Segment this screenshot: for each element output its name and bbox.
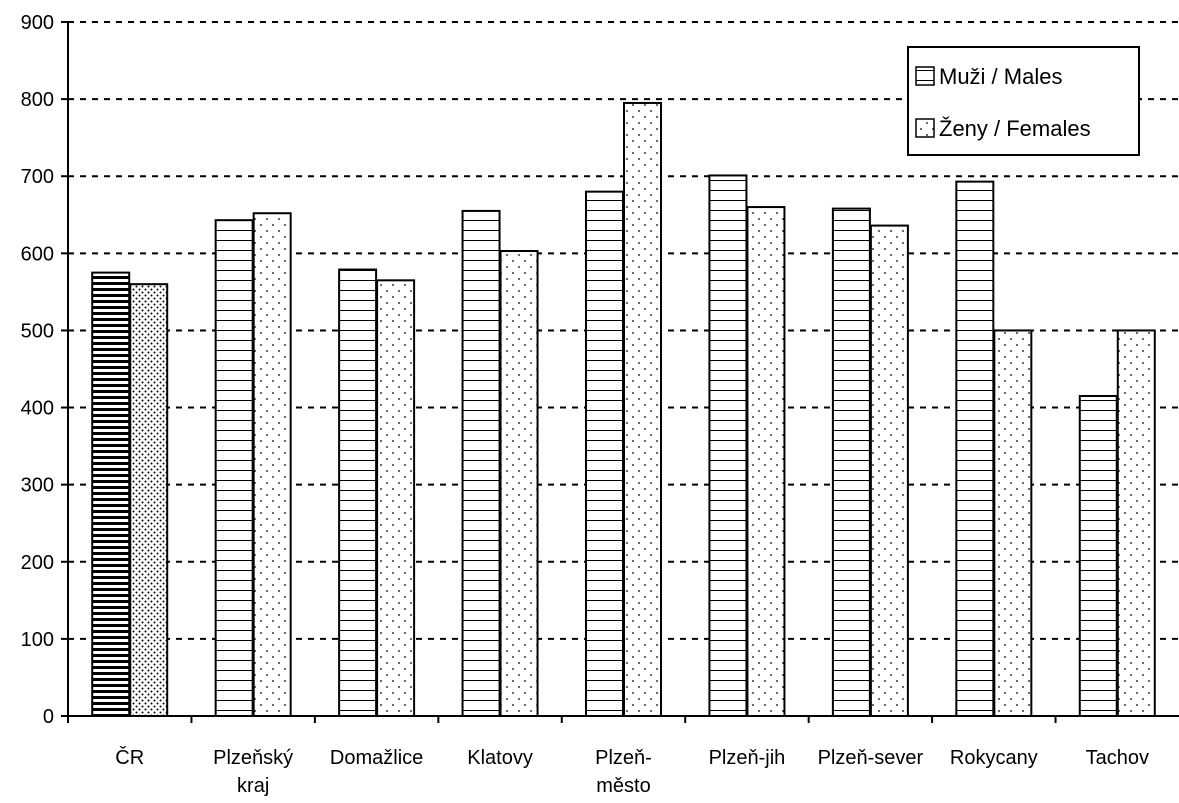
x-tick-label-line: kraj: [237, 775, 269, 797]
bar-males: [955, 180, 995, 717]
x-tick-label-line: Plzeň-: [595, 747, 652, 769]
x-tick-label-line: Plzeňský: [213, 747, 293, 769]
bar-females: [623, 101, 662, 717]
y-axis-ticks: 0 100 200 300 400 500 600 700 800 900: [21, 12, 68, 728]
bar-males: [831, 207, 871, 717]
legend-label-females: Ženy / Females: [939, 116, 1091, 141]
bar-males: [214, 219, 254, 717]
y-tick-label: 400: [21, 398, 54, 420]
bar-males: [461, 209, 501, 718]
x-tick-label-line: Klatovy: [467, 747, 533, 769]
bar-females: [1116, 329, 1156, 717]
y-tick-label: 800: [21, 89, 54, 111]
y-tick-label: 0: [43, 706, 54, 728]
axes: [67, 22, 1179, 723]
y-tick-label: 700: [21, 166, 54, 188]
x-tick-label-line: Plzeň-jih: [709, 747, 786, 769]
x-axis-labels: ČR Plzeňský kraj Domažlice Klatovy Plzeň-měst…: [115, 746, 1149, 797]
y-tick-label: 300: [21, 475, 54, 497]
bar-males: [91, 271, 131, 717]
bars: [91, 101, 1156, 718]
bar-females: [252, 212, 292, 717]
x-tick-label: Plzeň-jih: [709, 747, 786, 769]
x-tick-label-line: ČR: [115, 746, 144, 769]
bar-females: [499, 250, 539, 718]
legend-swatch-females: [915, 118, 935, 138]
y-tick-label: 500: [21, 320, 54, 342]
bar-males: [338, 268, 378, 717]
legend-label-males: Muži / Males: [939, 64, 1062, 89]
x-tick-label-line: město: [596, 775, 650, 797]
bar-males: [708, 174, 748, 717]
bar-females: [129, 283, 169, 717]
x-tick-label: Plzeň-město: [595, 747, 652, 797]
y-tick-label: 200: [21, 552, 54, 574]
x-tick-label: Plzeňský kraj: [213, 747, 293, 797]
legend-swatch-males: [915, 66, 935, 86]
x-tick-label: Plzeň-sever: [818, 747, 924, 769]
x-tick-label: Rokycany: [950, 747, 1038, 769]
legend: Muži / Males Ženy / Females: [907, 46, 1140, 156]
legend-box: [907, 46, 1140, 156]
y-tick-label: 100: [21, 629, 54, 651]
bar-females: [993, 329, 1033, 717]
x-tick-label: Domažlice: [330, 747, 423, 769]
y-tick-label: 900: [21, 12, 54, 34]
x-tick-label-line: Tachov: [1086, 747, 1149, 769]
bar-males: [1078, 394, 1118, 717]
y-tick-label: 600: [21, 243, 54, 265]
x-tick-label-line: Rokycany: [950, 747, 1038, 769]
x-tick-label: ČR: [115, 746, 144, 769]
bar-females: [869, 224, 909, 717]
bar-females: [376, 279, 416, 717]
bar-females: [746, 206, 786, 717]
bar-males: [585, 190, 624, 717]
x-tick-label-line: Plzeň-sever: [818, 747, 924, 769]
x-tick-label-line: Domažlice: [330, 747, 423, 769]
x-tick-label: Klatovy: [467, 747, 533, 769]
x-tick-label: Tachov: [1086, 747, 1149, 769]
